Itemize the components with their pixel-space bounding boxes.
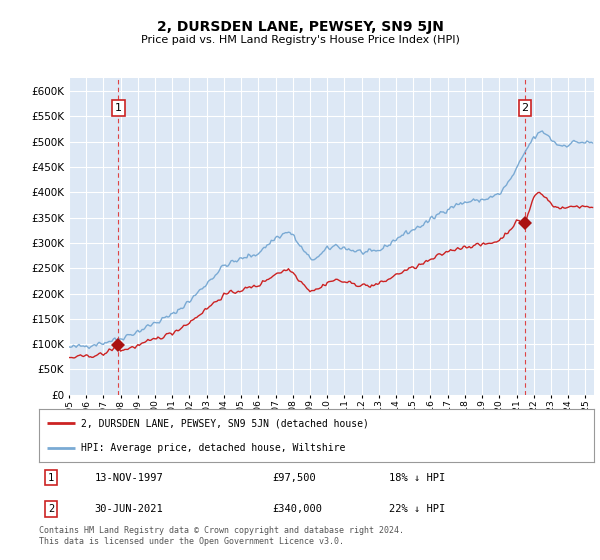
Text: 1: 1: [48, 473, 55, 483]
Text: HPI: Average price, detached house, Wiltshire: HPI: Average price, detached house, Wilt…: [80, 442, 345, 452]
Text: 2: 2: [521, 103, 529, 113]
Text: 2, DURSDEN LANE, PEWSEY, SN9 5JN (detached house): 2, DURSDEN LANE, PEWSEY, SN9 5JN (detach…: [80, 418, 368, 428]
Text: 30-JUN-2021: 30-JUN-2021: [95, 504, 163, 514]
Text: £340,000: £340,000: [272, 504, 322, 514]
Text: Contains HM Land Registry data © Crown copyright and database right 2024.
This d: Contains HM Land Registry data © Crown c…: [39, 526, 404, 546]
Text: 2: 2: [48, 504, 55, 514]
Text: 18% ↓ HPI: 18% ↓ HPI: [389, 473, 445, 483]
Text: 1: 1: [115, 103, 122, 113]
Text: Price paid vs. HM Land Registry's House Price Index (HPI): Price paid vs. HM Land Registry's House …: [140, 35, 460, 45]
Text: 13-NOV-1997: 13-NOV-1997: [95, 473, 163, 483]
Text: £97,500: £97,500: [272, 473, 316, 483]
Text: 22% ↓ HPI: 22% ↓ HPI: [389, 504, 445, 514]
Text: 2, DURSDEN LANE, PEWSEY, SN9 5JN: 2, DURSDEN LANE, PEWSEY, SN9 5JN: [157, 20, 443, 34]
